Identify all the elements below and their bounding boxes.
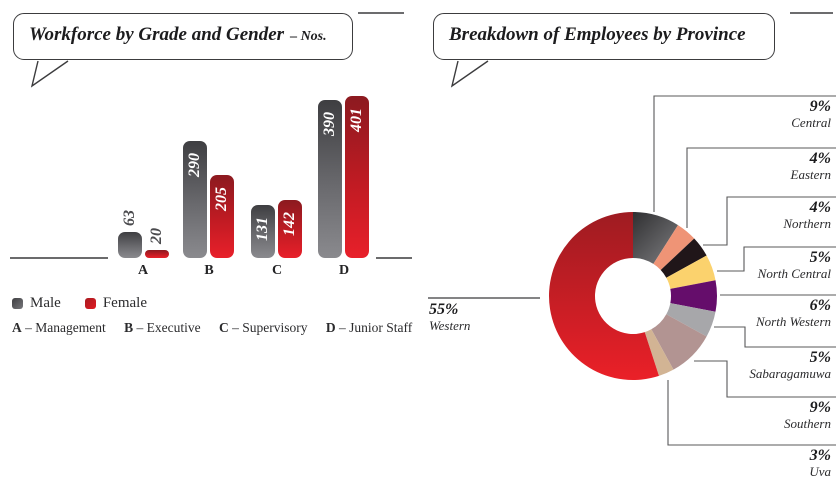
- donut-slice-eastern: [653, 225, 695, 270]
- category-label-D: D: [338, 263, 350, 278]
- female-swatch-icon: [84, 298, 96, 309]
- bar-male-B: [183, 141, 207, 258]
- legend-label-female: Female: [102, 295, 147, 311]
- left-bubble-tail: [30, 60, 69, 88]
- donut-label-uva: 3% Uva: [809, 447, 831, 480]
- bar-male-D: [318, 100, 342, 258]
- donut-pct-uva: 3%: [809, 447, 831, 464]
- donut-pct-sabaragamuwa: 5%: [809, 349, 831, 366]
- donut-slice-western: [549, 212, 659, 380]
- donut-pct-western: 55%: [429, 301, 459, 318]
- donut-slice-north-central: [666, 255, 716, 289]
- key-item-d: D – Junior Staff: [326, 320, 412, 335]
- donut-label-eastern: 4% Eastern: [791, 150, 831, 183]
- donut-label-sabaragamuwa: 5% Sabaragamuwa: [749, 349, 831, 382]
- male-swatch-icon: [12, 298, 23, 309]
- right-chart-title: Breakdown of Employees by Province: [449, 24, 746, 45]
- donut-slice-sabaragamuwa: [666, 303, 716, 337]
- bar-male-A: [118, 232, 142, 258]
- key-name-c: – Supervisory: [232, 320, 308, 335]
- bar-value-male-A: 63: [121, 210, 138, 226]
- bar-female-C: [278, 200, 302, 258]
- bar-female-B: [210, 175, 234, 258]
- key-name-d: – Junior Staff: [338, 320, 413, 335]
- bar-value-male-C: 131: [254, 217, 271, 241]
- donut-label-northern: 4% Northern: [783, 199, 831, 232]
- donut-pct-north-western: 6%: [809, 297, 831, 314]
- donut-name-uva: Uva: [809, 464, 831, 480]
- donut-pct-northern: 4%: [809, 199, 831, 216]
- right-bubble-tail: [450, 60, 489, 88]
- key-name-a: – Management: [25, 320, 106, 335]
- bar-value-male-B: 290: [186, 153, 203, 177]
- bar-value-male-D: 390: [321, 112, 338, 136]
- legend-label-male: Male: [30, 295, 61, 311]
- donut-pct-north-central: 5%: [809, 249, 831, 266]
- bar-value-female-D: 401: [348, 108, 365, 132]
- donut-slice-north-western: [670, 280, 717, 312]
- donut-name-eastern: Eastern: [790, 167, 831, 183]
- key-item-c: C – Supervisory: [219, 320, 308, 335]
- key-name-b: – Executive: [136, 320, 201, 335]
- bar-female-A: [145, 250, 169, 258]
- donut-slice-southern: [651, 314, 707, 370]
- donut-pct-southern: 9%: [809, 399, 831, 416]
- left-chart-title-suffix: – Nos.: [290, 29, 327, 44]
- bar-value-female-A: 20: [148, 228, 165, 244]
- donut-label-central: 9% Central: [791, 98, 831, 131]
- grade-key: A – Management B – Executive C – Supervi…: [12, 320, 427, 336]
- donut-pct-eastern: 4%: [809, 150, 831, 167]
- donut-chart: [549, 212, 717, 380]
- category-label-A: A: [137, 263, 149, 278]
- donut-name-southern: Southern: [784, 416, 831, 432]
- donut-slice-uva: [644, 329, 674, 376]
- left-chart-title-bubble: Workforce by Grade and Gender – Nos.: [13, 13, 353, 60]
- legend-item-male: Male: [12, 295, 61, 312]
- left-chart-title: Workforce by Grade and Gender: [29, 24, 285, 45]
- key-letter-a: A: [12, 320, 22, 335]
- category-label-C: C: [271, 263, 283, 278]
- key-letter-d: D: [325, 320, 336, 335]
- bar-value-female-B: 205: [213, 187, 230, 211]
- bar-male-C: [251, 205, 275, 258]
- legend-item-female: Female: [84, 295, 147, 312]
- donut-label-north-central: 5% North Central: [758, 249, 831, 282]
- donut-label-north-western: 6% North Western: [756, 297, 831, 330]
- donut-slice-northern: [660, 238, 707, 278]
- donut-name-north-central: North Central: [757, 266, 831, 282]
- donut-name-western: Western: [429, 318, 471, 334]
- bar-chart-legend: Male Female: [12, 295, 171, 312]
- donut-name-central: Central: [791, 115, 831, 131]
- donut-name-northern: Northern: [783, 216, 831, 232]
- right-chart-title-bubble: Breakdown of Employees by Province: [433, 13, 775, 60]
- category-label-B: B: [204, 263, 214, 278]
- key-letter-b: B: [124, 320, 134, 335]
- donut-name-north-western: North Western: [756, 314, 831, 330]
- key-letter-c: C: [218, 320, 229, 335]
- key-item-b: B – Executive: [124, 320, 201, 335]
- donut-name-sabaragamuwa: Sabaragamuwa: [749, 366, 831, 382]
- bar-female-D: [345, 96, 369, 258]
- donut-label-western: 55% Western: [429, 301, 470, 334]
- bar-value-female-C: 142: [281, 212, 298, 236]
- key-item-a: A – Management: [12, 320, 106, 335]
- donut-label-southern: 9% Southern: [784, 399, 831, 432]
- donut-slice-central: [633, 212, 679, 264]
- donut-pct-central: 9%: [809, 98, 831, 115]
